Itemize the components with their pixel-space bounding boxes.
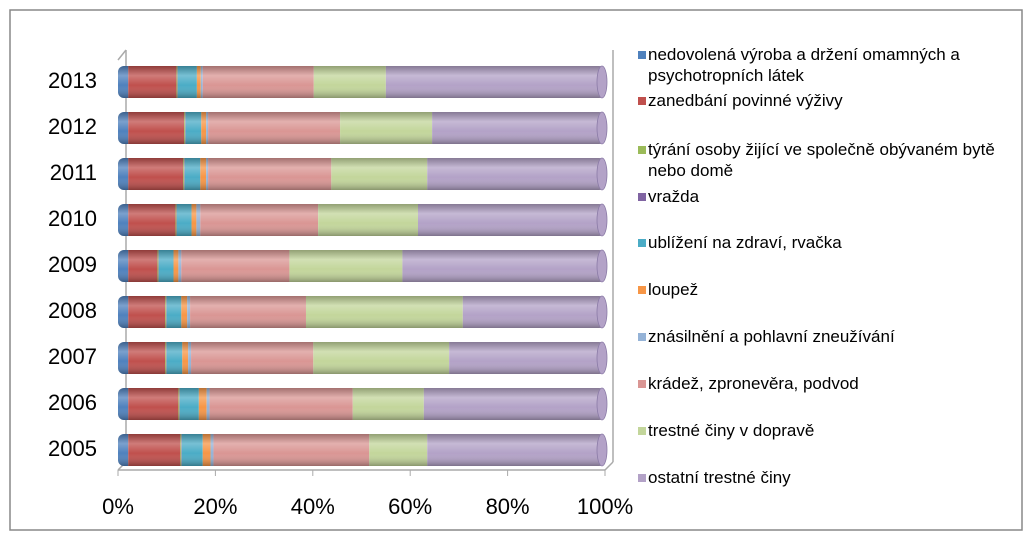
legend-label: znásilnění a pohlavní zneužívání — [648, 327, 895, 346]
legend-swatch — [638, 380, 646, 388]
bar-group — [118, 388, 605, 420]
bar-group — [118, 158, 605, 190]
y-tick-label: 2007 — [48, 344, 97, 369]
legend-label: trestné činy v dopravě — [648, 421, 815, 440]
bar-group — [118, 296, 605, 328]
x-tick-label: 40% — [291, 494, 335, 519]
legend-swatch — [638, 474, 646, 482]
y-tick-label: 2011 — [50, 160, 97, 185]
legend-swatch — [638, 333, 646, 341]
x-tick-label: 60% — [388, 494, 432, 519]
x-tick-label: 20% — [193, 494, 237, 519]
x-tick-label: 0% — [102, 494, 134, 519]
y-tick-label: 2005 — [48, 436, 97, 461]
bar-shading — [118, 296, 605, 328]
y-tick-label: 2009 — [48, 252, 97, 277]
legend-swatch — [638, 97, 646, 105]
legend-label: loupež — [648, 280, 699, 299]
bar-shading — [118, 434, 605, 466]
bar-end-cap — [596, 387, 608, 421]
bar-shading — [118, 388, 605, 420]
legend-label: nedovolená výroba a držení omamných a ps… — [648, 45, 960, 85]
legend-label: zanedbání povinné výživy — [648, 91, 843, 110]
y-tick-label: 2008 — [48, 298, 97, 323]
bar-shading — [118, 342, 605, 374]
bar-end-cap — [596, 203, 608, 237]
chart-border — [9, 9, 1023, 531]
bar-end-cap — [596, 249, 608, 283]
bar-end-cap — [596, 65, 608, 99]
bar-shading — [118, 66, 605, 98]
x-tick-label: 80% — [486, 494, 530, 519]
bar-group — [118, 112, 605, 144]
bar-group — [118, 342, 605, 374]
bar-shading — [118, 112, 605, 144]
bar-shading — [118, 204, 605, 236]
bar-end-cap — [596, 157, 608, 191]
y-tick-label: 2012 — [48, 114, 97, 139]
legend-label: ostatní trestné činy — [648, 468, 791, 487]
legend-label: ublížení na zdraví, rvačka — [648, 233, 842, 252]
legend-swatch — [638, 427, 646, 435]
bar-end-cap — [596, 433, 608, 467]
bar-group — [118, 250, 605, 282]
y-tick-label: 2006 — [48, 390, 97, 415]
legend-swatch — [638, 239, 646, 247]
legend-label: týrání osoby žijící ve společně obývaném… — [648, 140, 995, 180]
x-tick-label: 100% — [577, 494, 633, 519]
bar-end-cap — [596, 111, 608, 145]
bar-end-cap — [596, 341, 608, 375]
bar-group — [118, 66, 605, 98]
legend-label: krádež, zpronevěra, podvod — [648, 374, 859, 393]
legend-swatch — [638, 193, 646, 201]
bar-shading — [118, 250, 605, 282]
bar-group — [118, 204, 605, 236]
y-tick-label: 2010 — [48, 206, 97, 231]
legend-swatch — [638, 51, 646, 59]
bar-end-cap — [596, 295, 608, 329]
bar-group — [118, 434, 605, 466]
bar-shading — [118, 158, 605, 190]
legend-swatch — [638, 286, 646, 294]
legend-label: vražda — [648, 187, 700, 206]
legend-swatch — [638, 146, 646, 154]
y-tick-label: 2013 — [48, 68, 97, 93]
